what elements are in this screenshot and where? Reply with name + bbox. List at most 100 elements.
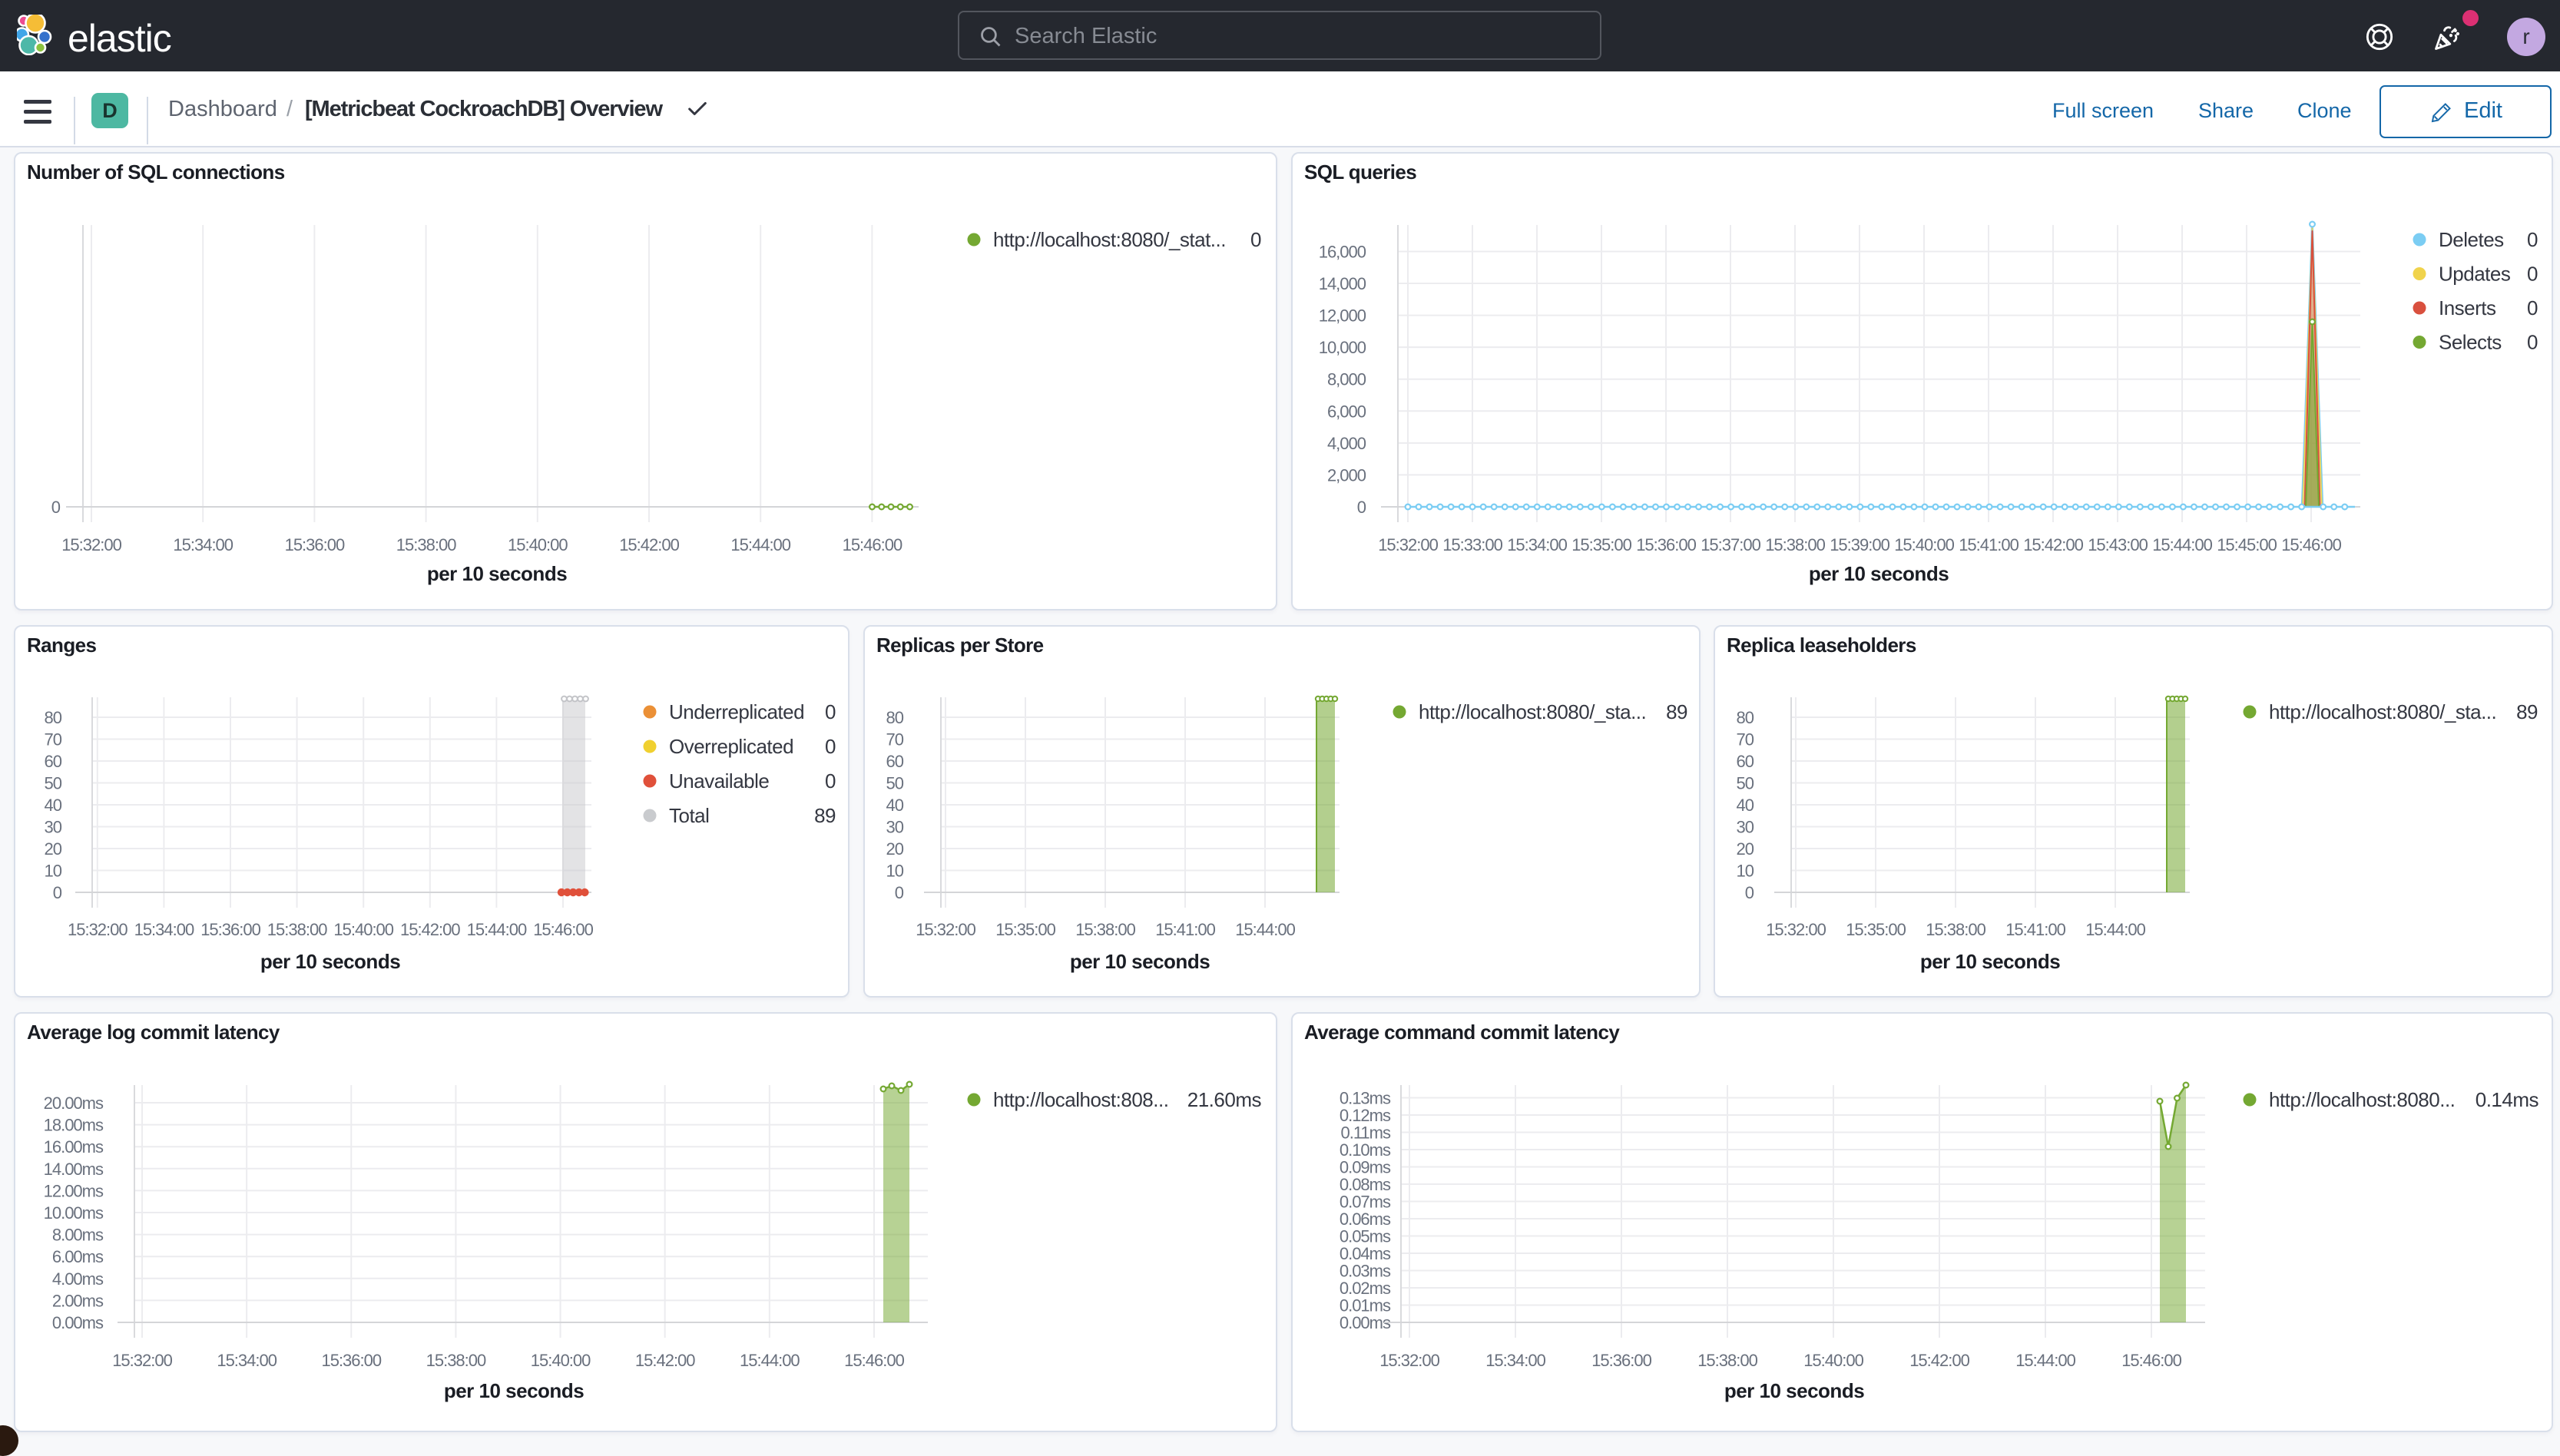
svg-text:8.00ms: 8.00ms bbox=[52, 1226, 104, 1245]
svg-text:Unavailable: Unavailable bbox=[669, 769, 769, 793]
svg-text:15:46:00: 15:46:00 bbox=[843, 535, 902, 554]
svg-text:0.00ms: 0.00ms bbox=[1340, 1313, 1391, 1332]
svg-text:Deletes: Deletes bbox=[2439, 228, 2504, 251]
svg-text:per 10 seconds: per 10 seconds bbox=[1809, 562, 1949, 585]
svg-text:10,000: 10,000 bbox=[1319, 338, 1366, 357]
svg-text:15:32:00: 15:32:00 bbox=[1766, 920, 1826, 939]
svg-text:Inserts: Inserts bbox=[2439, 296, 2496, 319]
svg-text:0: 0 bbox=[2527, 263, 2538, 286]
svg-text:15:35:00: 15:35:00 bbox=[1846, 920, 1906, 939]
svg-text:50: 50 bbox=[886, 774, 904, 793]
svg-text:0.05ms: 0.05ms bbox=[1340, 1227, 1391, 1246]
svg-text:15:40:00: 15:40:00 bbox=[1803, 1351, 1863, 1370]
svg-text:0.02ms: 0.02ms bbox=[1340, 1279, 1391, 1298]
svg-text:15:34:00: 15:34:00 bbox=[173, 535, 233, 554]
svg-text:80: 80 bbox=[886, 708, 904, 727]
svg-text:70: 70 bbox=[886, 730, 904, 750]
svg-text:15:41:00: 15:41:00 bbox=[1155, 920, 1215, 939]
svg-text:40: 40 bbox=[886, 796, 904, 815]
svg-text:per 10 seconds: per 10 seconds bbox=[1070, 950, 1210, 973]
svg-text:0: 0 bbox=[1745, 883, 1754, 902]
svg-text:15:33:00: 15:33:00 bbox=[1442, 535, 1502, 554]
svg-text:15:44:00: 15:44:00 bbox=[740, 1351, 800, 1370]
svg-text:10.00ms: 10.00ms bbox=[44, 1203, 104, 1223]
svg-text:15:36:00: 15:36:00 bbox=[285, 535, 345, 554]
svg-text:per 10 seconds: per 10 seconds bbox=[444, 1379, 584, 1402]
svg-text:50: 50 bbox=[1737, 774, 1754, 793]
svg-text:15:41:00: 15:41:00 bbox=[1959, 535, 2019, 554]
svg-text:15:40:00: 15:40:00 bbox=[508, 535, 568, 554]
svg-text:20: 20 bbox=[45, 839, 62, 859]
svg-text:20: 20 bbox=[1737, 839, 1754, 859]
svg-text:http://localhost:8080/_sta...: http://localhost:8080/_sta... bbox=[2269, 700, 2496, 723]
svg-text:0: 0 bbox=[825, 769, 836, 793]
svg-text:15:42:00: 15:42:00 bbox=[619, 535, 679, 554]
svg-text:15:34:00: 15:34:00 bbox=[1507, 535, 1567, 554]
svg-text:15:32:00: 15:32:00 bbox=[1379, 1351, 1439, 1370]
svg-text:15:37:00: 15:37:00 bbox=[1701, 535, 1760, 554]
svg-text:16.00ms: 16.00ms bbox=[44, 1137, 104, 1157]
svg-text:2,000: 2,000 bbox=[1327, 465, 1366, 485]
svg-text:15:35:00: 15:35:00 bbox=[995, 920, 1055, 939]
svg-text:12,000: 12,000 bbox=[1319, 306, 1366, 326]
svg-text:89: 89 bbox=[2516, 700, 2538, 723]
svg-text:80: 80 bbox=[45, 708, 62, 727]
svg-text:0: 0 bbox=[51, 498, 61, 517]
svg-text:15:38:00: 15:38:00 bbox=[1765, 535, 1825, 554]
svg-text:Underreplicated: Underreplicated bbox=[669, 700, 804, 723]
svg-text:15:42:00: 15:42:00 bbox=[635, 1351, 695, 1370]
svg-text:0: 0 bbox=[895, 883, 904, 902]
svg-text:Overreplicated: Overreplicated bbox=[669, 735, 793, 758]
svg-text:15:36:00: 15:36:00 bbox=[321, 1351, 381, 1370]
svg-text:16,000: 16,000 bbox=[1319, 242, 1366, 261]
svg-text:http://localhost:808...: http://localhost:808... bbox=[993, 1088, 1168, 1111]
svg-text:40: 40 bbox=[1737, 796, 1754, 815]
svg-text:21.60ms: 21.60ms bbox=[1187, 1088, 1262, 1111]
svg-text:80: 80 bbox=[1737, 708, 1754, 727]
svg-text:15:44:00: 15:44:00 bbox=[2085, 920, 2145, 939]
svg-text:0.14ms: 0.14ms bbox=[2476, 1088, 2539, 1111]
svg-text:0.04ms: 0.04ms bbox=[1340, 1244, 1391, 1263]
svg-text:4.00ms: 4.00ms bbox=[52, 1269, 104, 1289]
svg-text:15:32:00: 15:32:00 bbox=[112, 1351, 172, 1370]
svg-text:50: 50 bbox=[45, 774, 62, 793]
svg-text:14.00ms: 14.00ms bbox=[44, 1160, 104, 1179]
svg-text:15:46:00: 15:46:00 bbox=[844, 1351, 904, 1370]
svg-text:15:42:00: 15:42:00 bbox=[2023, 535, 2083, 554]
svg-text:0.13ms: 0.13ms bbox=[1340, 1089, 1391, 1108]
svg-text:http://localhost:8080...: http://localhost:8080... bbox=[2269, 1088, 2455, 1111]
svg-text:0.03ms: 0.03ms bbox=[1340, 1262, 1391, 1281]
svg-text:15:41:00: 15:41:00 bbox=[2005, 920, 2065, 939]
svg-text:per 10 seconds: per 10 seconds bbox=[260, 950, 400, 973]
svg-text:15:44:00: 15:44:00 bbox=[730, 535, 790, 554]
svg-text:15:32:00: 15:32:00 bbox=[68, 920, 128, 939]
svg-text:15:46:00: 15:46:00 bbox=[2121, 1351, 2181, 1370]
svg-text:15:44:00: 15:44:00 bbox=[1235, 920, 1295, 939]
svg-text:89: 89 bbox=[1666, 700, 1687, 723]
svg-text:0: 0 bbox=[1250, 228, 1261, 251]
svg-text:15:32:00: 15:32:00 bbox=[916, 920, 975, 939]
svg-text:15:46:00: 15:46:00 bbox=[2281, 535, 2341, 554]
svg-text:6.00ms: 6.00ms bbox=[52, 1247, 104, 1266]
svg-text:12.00ms: 12.00ms bbox=[44, 1181, 104, 1200]
svg-text:0.08ms: 0.08ms bbox=[1340, 1175, 1391, 1194]
svg-text:per 10 seconds: per 10 seconds bbox=[427, 562, 567, 585]
svg-text:0.09ms: 0.09ms bbox=[1340, 1158, 1391, 1177]
svg-text:15:38:00: 15:38:00 bbox=[267, 920, 327, 939]
svg-text:10: 10 bbox=[1737, 862, 1754, 881]
svg-text:15:32:00: 15:32:00 bbox=[1378, 535, 1438, 554]
svg-text:20: 20 bbox=[886, 839, 904, 859]
svg-text:0: 0 bbox=[1357, 498, 1366, 517]
svg-text:0.07ms: 0.07ms bbox=[1340, 1193, 1391, 1212]
svg-text:Updates: Updates bbox=[2439, 263, 2511, 286]
svg-text:15:38:00: 15:38:00 bbox=[396, 535, 456, 554]
svg-text:8,000: 8,000 bbox=[1327, 370, 1366, 389]
svg-text:0: 0 bbox=[2527, 331, 2538, 354]
svg-text:30: 30 bbox=[45, 818, 62, 837]
svg-text:60: 60 bbox=[886, 752, 904, 771]
svg-text:15:43:00: 15:43:00 bbox=[2088, 535, 2148, 554]
svg-text:20.00ms: 20.00ms bbox=[44, 1094, 104, 1113]
svg-text:15:44:00: 15:44:00 bbox=[2152, 535, 2212, 554]
svg-text:15:34:00: 15:34:00 bbox=[217, 1351, 277, 1370]
svg-text:18.00ms: 18.00ms bbox=[44, 1116, 104, 1135]
